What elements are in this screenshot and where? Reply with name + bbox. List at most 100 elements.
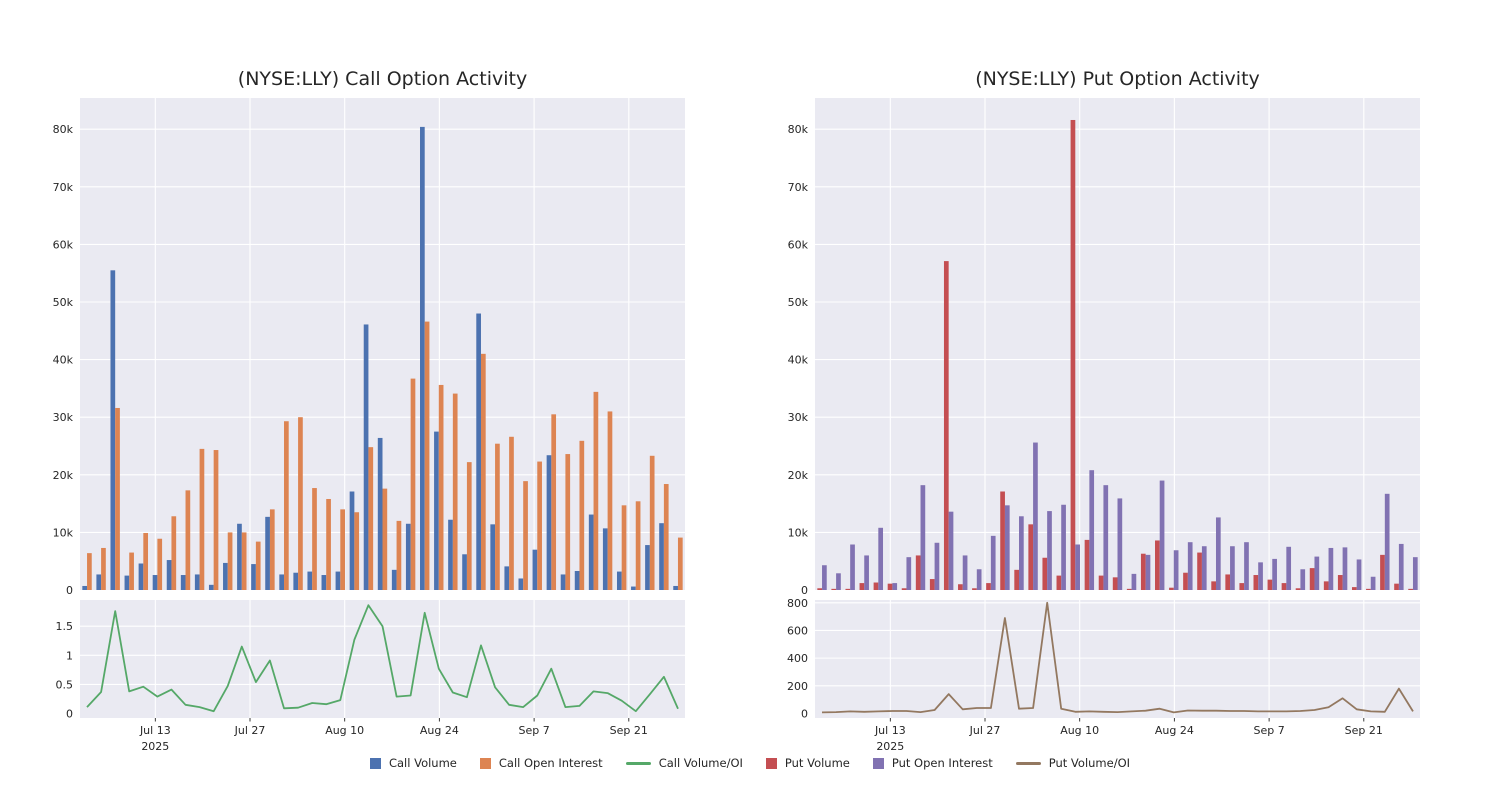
y-tick-label: 80k	[788, 123, 809, 136]
put-volume-bar	[986, 583, 991, 590]
y-tick-label: 10k	[788, 526, 809, 539]
put-open-interest-bar	[976, 569, 982, 590]
put-open-interest-bar	[1258, 562, 1263, 590]
x-tick-label: Jul 27	[234, 724, 266, 737]
legend-swatch-icon	[872, 757, 884, 769]
legend-swatch-icon	[479, 757, 491, 769]
legend-label: Call Open Interest	[498, 756, 603, 770]
call-open-interest-bar	[621, 505, 627, 590]
put-volume-bar	[1140, 553, 1146, 590]
call-open-interest-bar	[579, 440, 585, 590]
call-volume-bar	[180, 575, 186, 590]
call-volume-bar	[335, 571, 341, 590]
y-tick-label: 60k	[53, 238, 74, 251]
legend-item-put-volume: Put Volume	[765, 756, 850, 770]
x-tick-label: Aug 10	[1060, 724, 1099, 737]
call-open-interest-bar	[396, 520, 402, 590]
call-open-interest-bar	[635, 501, 641, 590]
put-open-interest-bar	[948, 511, 954, 590]
put-volume-bar	[1042, 557, 1048, 590]
put-volume-bar	[1169, 587, 1174, 590]
call-open-interest-bar	[199, 448, 205, 590]
put-volume-bar	[1394, 583, 1399, 590]
call-open-interest-bar	[255, 541, 261, 590]
put-open-interest-bar	[1398, 543, 1404, 590]
call-open-interest-bar	[115, 407, 120, 590]
put-open-interest-bar	[878, 527, 884, 590]
put-volume-bar	[1239, 583, 1245, 590]
call-open-interest-bar	[368, 447, 374, 590]
call-chart-title: (NYSE:LLY) Call Option Activity	[237, 68, 528, 90]
put-chart-title: (NYSE:LLY) Put Option Activity	[975, 68, 1260, 90]
x-tick-label: Sep 21	[610, 724, 648, 737]
y-tick-label: 40k	[53, 354, 74, 367]
put-open-interest-bar	[1244, 542, 1249, 590]
ratio-y-tick-label: 1.5	[56, 620, 74, 633]
call-volume-bar	[420, 126, 425, 590]
x-tick-label: Jul 13	[139, 724, 171, 737]
put-open-interest-bar	[1131, 573, 1137, 590]
call-volume-bar	[363, 324, 369, 590]
call-volume-bar	[138, 563, 144, 590]
x-tick-label: Aug 24	[420, 724, 459, 737]
put-open-interest-bar	[1047, 511, 1052, 590]
put-volume-bar	[1295, 588, 1301, 590]
ratio-y-tick-label: 200	[787, 680, 808, 693]
put-open-interest-bar	[1215, 517, 1221, 590]
put-open-interest-bar	[836, 573, 841, 590]
call-volume-bar	[645, 545, 650, 590]
put-volume-bar	[972, 588, 977, 590]
call-volume-bar	[532, 549, 538, 590]
put-volume-bar	[929, 579, 935, 590]
y-tick-label: 30k	[788, 411, 809, 424]
call-open-interest-bar	[452, 393, 458, 590]
put-volume-bar	[1126, 588, 1132, 590]
legend-item-put-volume-oi: Put Volume/OI	[1015, 756, 1130, 770]
put-ratio-line	[821, 601, 1414, 714]
put-open-interest-bar	[962, 555, 968, 590]
put-open-interest-bar	[1103, 485, 1109, 590]
call-open-interest-bar	[354, 512, 360, 590]
x-tick-label: Jul 13	[874, 724, 906, 737]
call-volume-bar	[588, 514, 594, 590]
put-volume-bar	[1183, 572, 1188, 590]
put-open-interest-bar	[1159, 480, 1165, 590]
put-volume-bar	[958, 584, 963, 590]
y-tick-label: 0	[66, 584, 73, 597]
put-open-interest-bar	[892, 583, 898, 590]
put-open-interest-bar	[864, 555, 869, 590]
call-open-interest-bar	[509, 436, 514, 590]
put-open-interest-bar	[1004, 505, 1010, 590]
y-tick-label: 20k	[53, 469, 74, 482]
call-volume-bar	[124, 575, 130, 590]
call-volume-bar	[518, 578, 524, 590]
call-open-interest-bar	[607, 411, 613, 590]
call-volume-bar	[166, 560, 172, 590]
put-open-interest-bar	[822, 565, 827, 590]
call-volume-bar	[574, 570, 580, 590]
call-open-interest-bar	[269, 509, 275, 590]
put-open-interest-bar	[1033, 442, 1038, 590]
ratio-y-tick-label: 0.5	[56, 678, 74, 691]
put-volume-bar	[1028, 524, 1034, 590]
call-open-interest-bar	[171, 516, 177, 590]
legend-item-put-open-interest: Put Open Interest	[872, 756, 993, 770]
legend-swatch-icon	[765, 757, 777, 769]
call-open-interest-bar	[438, 384, 444, 590]
put-volume-bar	[915, 555, 921, 590]
put-volume-bar	[1070, 119, 1076, 590]
call-open-interest-bar	[298, 417, 303, 590]
put-open-interest-bar	[1187, 542, 1193, 590]
call-open-interest-bar	[382, 488, 388, 590]
put-volume-bar	[859, 583, 865, 590]
put-open-interest-bar	[934, 542, 940, 590]
y-tick-label: 50k	[53, 296, 74, 309]
put-open-interest-bar	[1201, 546, 1207, 590]
x-tick-label: Sep 21	[1345, 724, 1383, 737]
put-volume-bar	[845, 588, 851, 590]
legend-label: Call Volume	[388, 756, 457, 770]
legend-label: Put Volume	[784, 756, 850, 770]
call-open-interest-bar	[593, 391, 599, 590]
put-open-interest-bar	[1019, 516, 1024, 590]
put-open-interest-bars	[822, 442, 1418, 590]
